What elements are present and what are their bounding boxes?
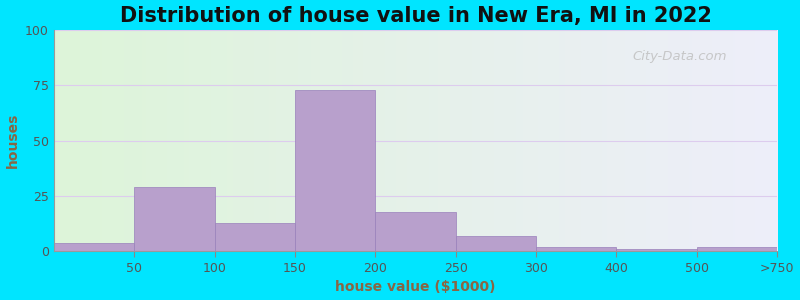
X-axis label: house value ($1000): house value ($1000) [335,280,496,294]
Bar [617,249,697,251]
Bar [456,236,536,251]
Title: Distribution of house value in New Era, MI in 2022: Distribution of house value in New Era, … [119,6,711,26]
Bar [697,247,777,251]
Bar [375,212,456,251]
Text: City-Data.com: City-Data.com [633,50,727,63]
Y-axis label: houses: houses [6,113,19,168]
Bar [536,247,617,251]
Bar [295,90,375,251]
Bar [54,243,134,251]
Bar [214,223,295,251]
Bar [134,187,214,251]
